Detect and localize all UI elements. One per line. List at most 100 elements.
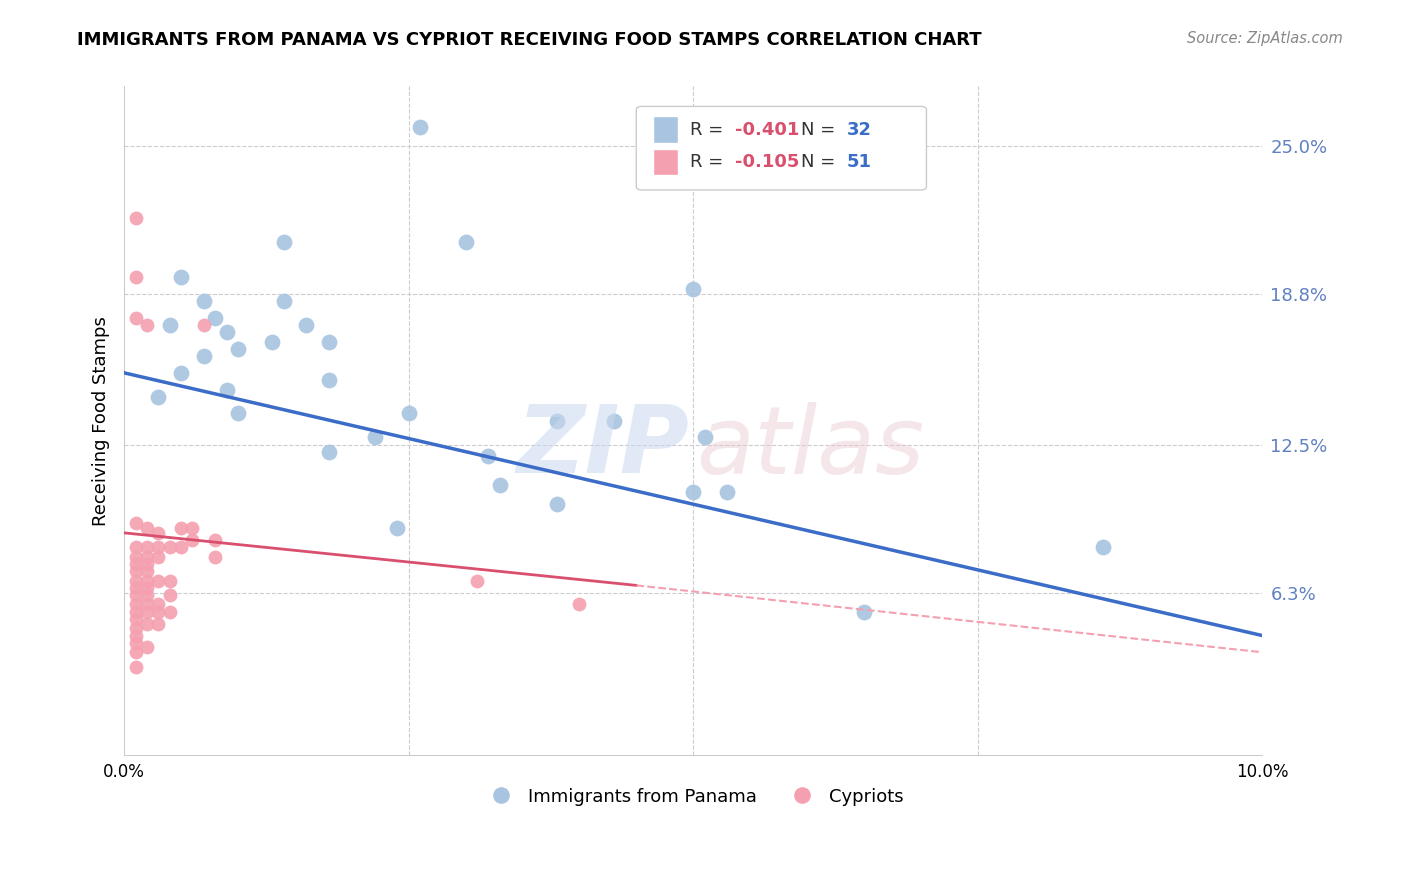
Point [136, 581, 159, 595]
Point [546, 497, 568, 511]
Point [148, 598, 170, 612]
Point [136, 588, 159, 602]
Point [124, 270, 146, 285]
Text: atlas: atlas [696, 402, 925, 493]
Point [387, 521, 409, 535]
Point [136, 574, 159, 588]
Point [488, 478, 510, 492]
Point [409, 120, 432, 134]
Point [398, 407, 420, 421]
Point [124, 574, 146, 588]
Text: IMMIGRANTS FROM PANAMA VS CYPRIOT RECEIVING FOOD STAMPS CORRELATION CHART: IMMIGRANTS FROM PANAMA VS CYPRIOT RECEIV… [77, 31, 981, 49]
Point [170, 270, 193, 285]
Point [159, 588, 181, 602]
Point [136, 549, 159, 564]
Point [716, 485, 738, 500]
Point [124, 598, 146, 612]
Point [273, 294, 295, 309]
Y-axis label: Receiving Food Stamps: Receiving Food Stamps [93, 316, 110, 525]
Point [262, 334, 284, 349]
Point [170, 366, 193, 380]
FancyBboxPatch shape [637, 106, 927, 190]
Point [124, 588, 146, 602]
Text: R =: R = [690, 120, 728, 139]
Point [181, 533, 204, 547]
Point [215, 383, 238, 397]
Point [136, 640, 159, 655]
Point [124, 516, 146, 531]
Point [159, 540, 181, 554]
Point [1091, 540, 1114, 554]
Point [124, 310, 146, 325]
Point [148, 616, 170, 631]
Point [124, 659, 146, 673]
Point [148, 390, 170, 404]
Point [193, 294, 215, 309]
Point [124, 635, 146, 649]
Point [181, 521, 204, 535]
Point [136, 616, 159, 631]
Point [136, 564, 159, 578]
Point [465, 574, 488, 588]
Point [136, 605, 159, 619]
Point [148, 574, 170, 588]
Text: 51: 51 [846, 153, 872, 171]
Point [136, 540, 159, 554]
Point [852, 605, 875, 619]
Text: Source: ZipAtlas.com: Source: ZipAtlas.com [1187, 31, 1343, 46]
Point [136, 318, 159, 332]
Point [170, 540, 193, 554]
Point [318, 444, 340, 458]
Point [124, 628, 146, 642]
Point [124, 621, 146, 635]
Point [226, 342, 249, 356]
Point [204, 533, 226, 547]
Point [159, 318, 181, 332]
Legend: Immigrants from Panama, Cypriots: Immigrants from Panama, Cypriots [475, 780, 911, 813]
Point [148, 525, 170, 540]
Point [124, 540, 146, 554]
Point [136, 521, 159, 535]
Point [204, 310, 226, 325]
Point [136, 557, 159, 571]
Point [363, 430, 385, 444]
Point [148, 540, 170, 554]
Point [193, 318, 215, 332]
Point [124, 211, 146, 225]
Point [693, 430, 716, 444]
Point [568, 598, 591, 612]
Point [215, 326, 238, 340]
Point [124, 564, 146, 578]
Point [454, 235, 477, 249]
Text: -0.105: -0.105 [735, 153, 800, 171]
Point [602, 414, 624, 428]
Point [318, 373, 340, 387]
Point [124, 645, 146, 659]
Bar [654, 117, 678, 144]
Point [546, 414, 568, 428]
Point [273, 235, 295, 249]
Point [477, 450, 499, 464]
Point [148, 549, 170, 564]
Point [124, 612, 146, 626]
Point [124, 605, 146, 619]
Point [295, 318, 318, 332]
Point [124, 557, 146, 571]
Text: N =: N = [801, 120, 841, 139]
Point [682, 282, 704, 296]
Bar [654, 149, 678, 175]
Point [682, 485, 704, 500]
Point [170, 521, 193, 535]
Point [159, 574, 181, 588]
Text: -0.401: -0.401 [735, 120, 800, 139]
Point [318, 334, 340, 349]
Point [204, 549, 226, 564]
Text: ZIP: ZIP [517, 401, 690, 493]
Point [226, 407, 249, 421]
Point [124, 549, 146, 564]
Point [136, 598, 159, 612]
Point [124, 581, 146, 595]
Point [148, 605, 170, 619]
Text: R =: R = [690, 153, 728, 171]
Text: 32: 32 [846, 120, 872, 139]
